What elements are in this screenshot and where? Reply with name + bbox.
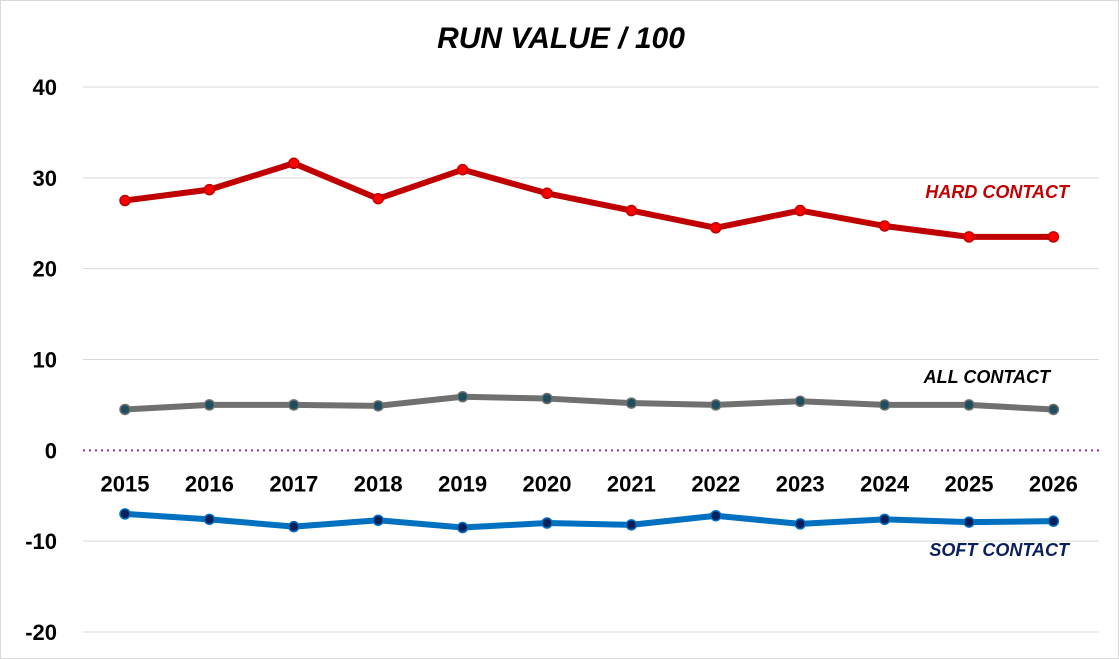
data-point (878, 513, 891, 526)
y-tick-label: 0 (45, 438, 57, 463)
series-all-contact (119, 390, 1060, 416)
data-point (119, 194, 131, 207)
y-tick-label: -10 (25, 529, 57, 554)
data-point (878, 399, 891, 411)
data-point (541, 517, 553, 529)
data-point (372, 514, 384, 527)
x-tick-label: 2020 (523, 471, 572, 496)
data-point (541, 187, 553, 200)
data-point (203, 183, 216, 196)
x-tick-label: 2024 (860, 471, 910, 496)
data-point (710, 222, 722, 234)
data-point (541, 392, 553, 405)
x-tick-label: 2026 (1029, 471, 1078, 496)
data-point (963, 231, 975, 243)
data-point (794, 204, 806, 217)
data-point (288, 399, 300, 411)
data-point (878, 220, 891, 232)
y-tick-label: 40 (33, 75, 57, 100)
data-point (456, 521, 469, 534)
data-point (710, 399, 722, 411)
data-point (1047, 403, 1060, 416)
series-label: SOFT CONTACT (929, 540, 1071, 560)
chart-title: RUN VALUE / 100 (437, 22, 685, 55)
grid-lines (83, 86, 1099, 633)
y-tick-label: 10 (33, 348, 57, 373)
y-axis-tick-labels: -20 -10 0 10 20 30 40 (25, 75, 57, 645)
data-point (119, 403, 131, 416)
data-point (203, 399, 216, 411)
data-point (625, 397, 638, 409)
x-axis-tick-labels: 2015 2016 2017 2018 2019 2020 2021 2022 2023 2024… (101, 471, 1078, 496)
data-point (288, 520, 300, 533)
data-point (1047, 515, 1060, 527)
series-hard-contact (119, 157, 1060, 243)
x-tick-label: 2017 (269, 471, 318, 496)
data-point (456, 163, 469, 176)
x-tick-label: 2018 (354, 471, 403, 496)
data-point (963, 516, 975, 528)
data-point (372, 192, 384, 205)
series-lines (119, 157, 1060, 534)
data-point (456, 390, 469, 403)
series-label: HARD CONTACT (925, 182, 1071, 202)
x-tick-label: 2025 (945, 471, 994, 496)
data-point (794, 518, 806, 530)
x-tick-label: 2016 (185, 471, 234, 496)
data-point (963, 399, 975, 411)
data-point (794, 395, 806, 408)
series-line (122, 160, 1057, 240)
data-point (203, 513, 216, 526)
data-point (1047, 231, 1060, 243)
data-point (119, 508, 131, 520)
x-tick-label: 2021 (607, 471, 656, 496)
y-tick-label: 20 (33, 257, 57, 282)
x-tick-label: 2015 (101, 471, 150, 496)
y-tick-label: -20 (25, 620, 57, 645)
data-point (710, 509, 722, 522)
data-point (625, 204, 638, 217)
data-point (288, 157, 300, 170)
data-point (372, 400, 384, 412)
series-line (122, 393, 1057, 413)
series-soft-contact (119, 508, 1060, 534)
y-tick-label: 30 (33, 166, 57, 191)
series-labels: HARD CONTACT ALL CONTACT SOFT CONTACT (923, 182, 1071, 560)
series-line (122, 510, 1057, 531)
series-label: ALL CONTACT (923, 367, 1052, 387)
x-tick-label: 2019 (438, 471, 487, 496)
x-tick-label: 2022 (691, 471, 740, 496)
data-point (625, 519, 638, 531)
x-tick-label: 2023 (776, 471, 825, 496)
